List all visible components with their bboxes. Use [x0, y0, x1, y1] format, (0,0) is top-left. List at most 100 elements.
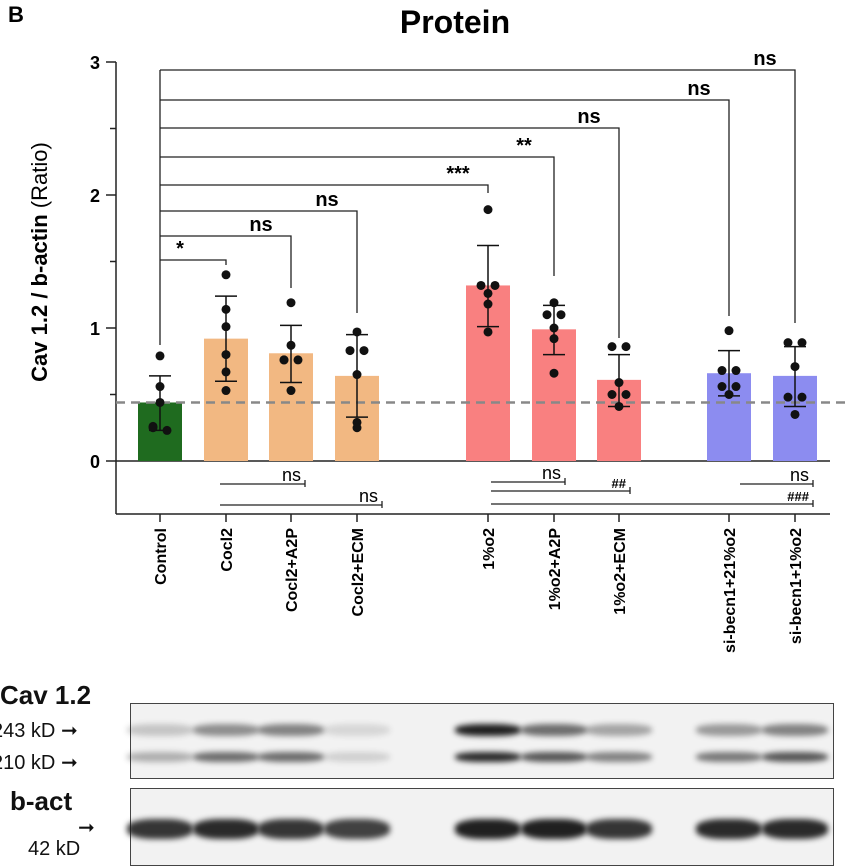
data-point: [221, 304, 231, 314]
data-point: [490, 280, 500, 290]
blot-band: [586, 724, 652, 736]
data-point: [621, 390, 631, 399]
data-point: [483, 205, 493, 215]
significance-bracket: [160, 69, 796, 323]
data-point: [614, 401, 624, 411]
blot-band: [521, 819, 587, 839]
bact-label: b-act: [10, 786, 73, 816]
data-point: [790, 362, 800, 372]
arrow-icon: ➞: [60, 720, 78, 742]
data-point: [549, 298, 559, 308]
significance-bracket: [160, 210, 358, 313]
significance-bracket: [160, 99, 730, 316]
data-point: [155, 382, 165, 392]
significance-bracket: [160, 184, 489, 193]
comparison-label: ###: [787, 489, 809, 504]
blot-band: [324, 819, 390, 839]
data-point: [279, 355, 289, 365]
significance-bracket: [160, 127, 620, 338]
blot-band: [586, 819, 652, 839]
arrow-icon: ➞: [60, 752, 78, 774]
x-tick-label: 1%o2: [481, 528, 498, 570]
y-axis-label-unit: (Ratio): [27, 142, 52, 208]
band-243-text: 243 kD: [0, 720, 56, 742]
data-point: [483, 288, 493, 298]
data-point: [549, 334, 559, 344]
blot-band: [762, 752, 828, 762]
significance-label: ns: [577, 106, 600, 128]
x-tick-label: Cocl2+ECM: [350, 528, 367, 616]
comparison-label: ns: [790, 465, 809, 485]
data-point: [155, 351, 165, 361]
comparison-label: ns: [542, 463, 561, 483]
blot-band: [258, 724, 324, 736]
data-point: [556, 310, 566, 320]
blot-band: [586, 752, 652, 762]
cav-blot-image: [127, 703, 834, 779]
data-point: [549, 368, 559, 378]
data-point: [155, 397, 165, 407]
x-tick-label: 1%o2+A2P: [547, 528, 564, 611]
blot-band: [324, 752, 390, 762]
data-point: [724, 326, 734, 336]
data-point: [221, 350, 231, 360]
significance-label: ns: [315, 189, 338, 211]
data-point: [607, 342, 617, 352]
cav-label: Cav 1.2: [0, 680, 92, 710]
data-point: [352, 370, 362, 380]
blot-band: [521, 752, 587, 762]
blot-band: [324, 724, 390, 736]
x-tick-label: si-becn1+1%o2: [788, 528, 805, 644]
bar-chart: B Protein Cav 1.2 / b-actin (Ratio) 0 1 2 3…: [8, 2, 848, 653]
y-tick-label: 2: [90, 186, 100, 206]
blot-band: [258, 819, 324, 839]
y-tick-label: 0: [90, 452, 100, 472]
blot-band: [127, 752, 193, 762]
data-point: [717, 382, 727, 392]
data-point: [286, 386, 296, 396]
significance-label: ns: [687, 78, 710, 100]
data-point: [731, 366, 741, 376]
significance-bracket: [160, 235, 292, 288]
data-point: [607, 390, 617, 399]
data-point: [352, 327, 362, 337]
data-point: [783, 392, 793, 402]
panel-letter: B: [8, 2, 24, 27]
data-point: [293, 355, 303, 365]
significance-label: **: [516, 135, 532, 157]
significance-label: ns: [753, 48, 776, 70]
data-point: [345, 346, 355, 356]
x-tick-label: Cocl2+A2P: [284, 528, 301, 612]
blot-band: [696, 724, 762, 736]
chart-title: Protein: [400, 4, 510, 40]
data-point: [221, 386, 231, 396]
significance-label: *: [176, 238, 184, 260]
data-point: [542, 310, 552, 320]
data-point: [221, 322, 231, 332]
significance-bracket: [160, 156, 555, 276]
data-point: [286, 298, 296, 308]
x-tick-label: 1%o2+ECM: [612, 528, 629, 615]
data-point: [724, 390, 734, 399]
data-point: [797, 338, 807, 348]
data-point: [148, 423, 158, 433]
x-tick-label: si-becn1+21%o2: [722, 528, 739, 653]
data-point: [797, 392, 807, 402]
blot-band: [696, 752, 762, 762]
arrow-icon: ➞: [78, 817, 95, 839]
data-point: [549, 323, 559, 333]
blot-band: [455, 752, 521, 762]
blot-band: [455, 724, 521, 736]
data-point: [352, 423, 362, 433]
band-210-text: 210 kD: [0, 752, 56, 774]
y-axis-label-main: Cav 1.2 / b-actin: [27, 214, 52, 382]
y-axis-label: Cav 1.2 / b-actin (Ratio): [27, 142, 52, 382]
blot-band: [193, 819, 259, 839]
band-243-label: 243 kD ➞: [0, 718, 78, 743]
data-point: [286, 340, 296, 350]
data-point: [483, 299, 493, 309]
significance-bracket: [160, 259, 227, 265]
data-point: [221, 270, 231, 280]
blot-band: [762, 819, 828, 839]
data-point: [621, 342, 631, 352]
